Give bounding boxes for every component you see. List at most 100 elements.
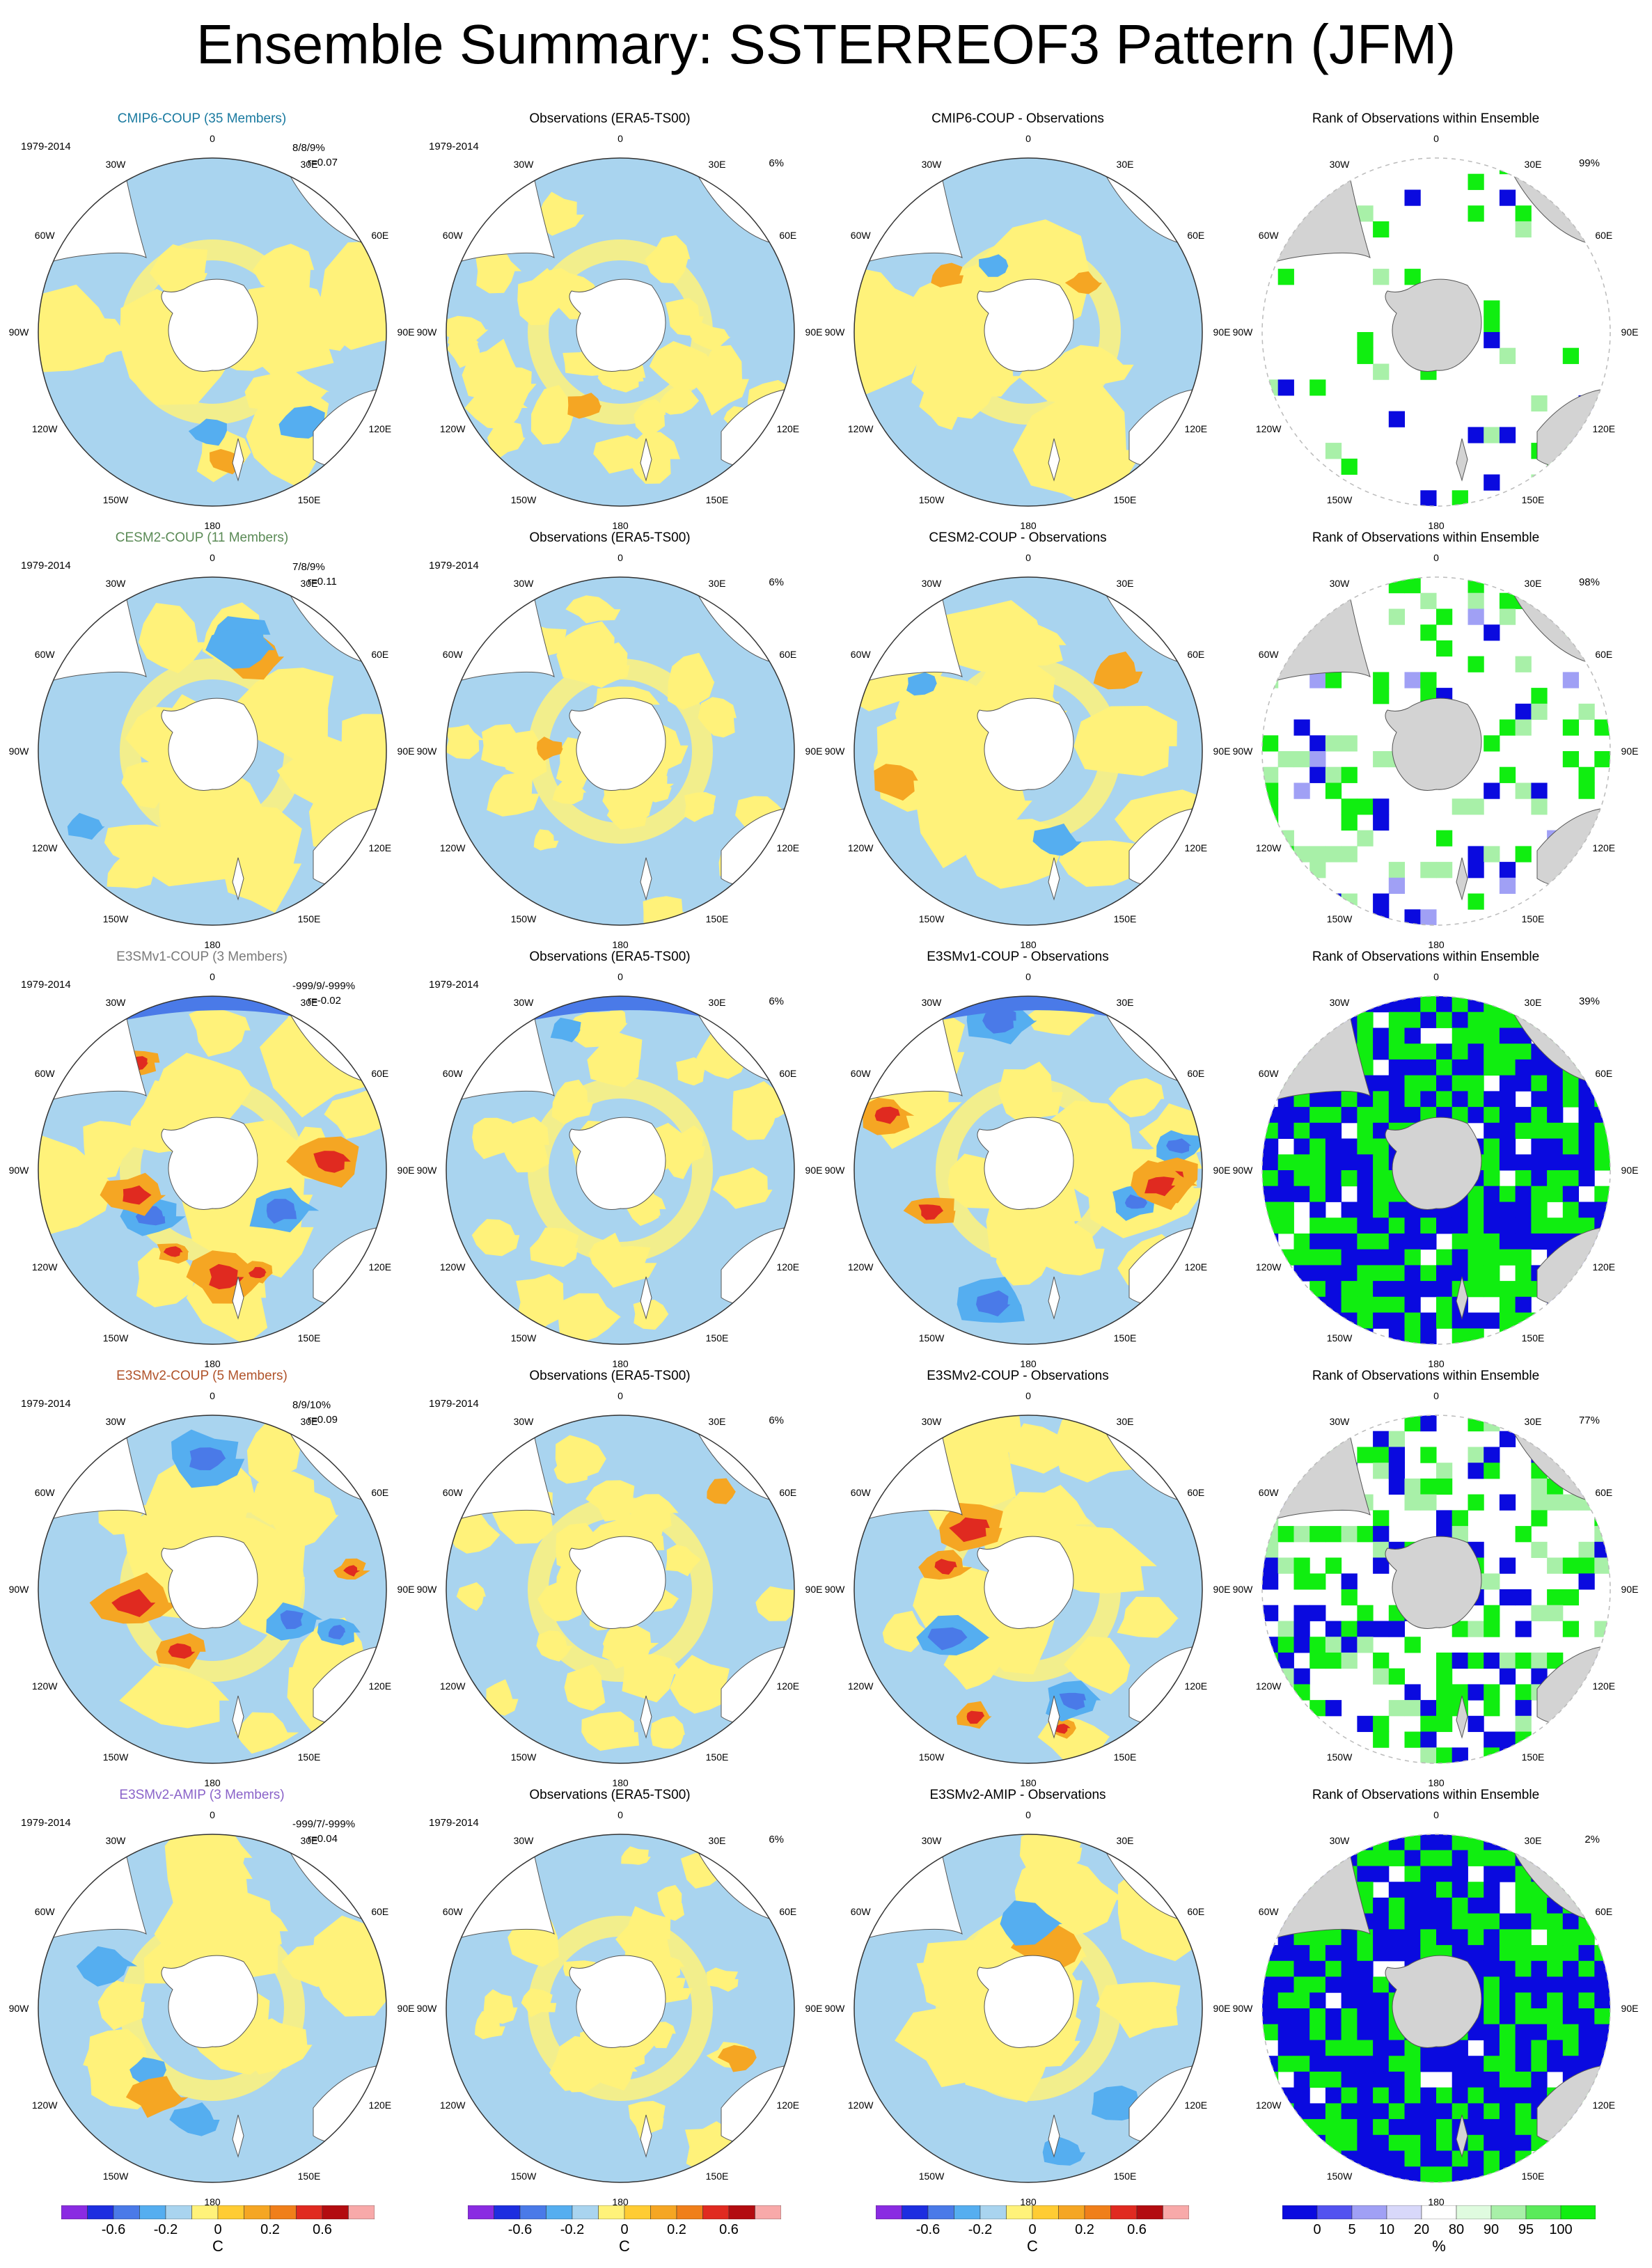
lon-label: 60W [34, 1487, 55, 1498]
new-zealand-land [640, 438, 652, 482]
rank-cell [1436, 1265, 1453, 1282]
rank-cell [1547, 1170, 1564, 1187]
anomaly-positive-blob [1108, 1078, 1165, 1118]
pattern-correlation: r=0.07 [308, 157, 338, 168]
rank-cell [1420, 1834, 1437, 1851]
ensemble-stats: -999/9/-999% r=-0.02 [292, 979, 355, 1008]
rank-cell [1468, 1494, 1484, 1511]
ensemble-stats: -999/7/-999% r=0.04 [292, 1817, 355, 1846]
lon-label: 0 [1433, 1390, 1439, 1401]
rank-cell [1515, 1945, 1532, 1962]
rank-cell [1309, 862, 1326, 879]
rank-cell [1262, 1122, 1279, 1140]
rank-cell [1373, 1154, 1390, 1171]
lon-label: 120E [1592, 423, 1616, 434]
rank-cell [1531, 1510, 1548, 1527]
lon-label: 30W [105, 997, 126, 1009]
rank-cell [1515, 1044, 1532, 1060]
map-field [38, 577, 386, 925]
antarctica-land [977, 1955, 1074, 2048]
rank-cell [1262, 2008, 1279, 2025]
colorbar-tick: 0.6 [313, 2222, 332, 2237]
rank-cell [1373, 1170, 1390, 1187]
colorbar-swatch [1058, 2205, 1085, 2219]
map-field [38, 1834, 386, 2182]
rank-cell [1341, 2056, 1358, 2072]
lon-label: 150E [705, 1751, 729, 1763]
lon-label: 60E [371, 1487, 389, 1498]
rank-cell [1293, 1447, 1310, 1463]
rank-cell [1420, 2103, 1437, 2120]
lon-label: 90E [1213, 746, 1231, 757]
rank-cell [1499, 2134, 1516, 2152]
anomaly-cold-spot [982, 1007, 1016, 1034]
rank-cell [1484, 1897, 1500, 1914]
rank-cell [1262, 1186, 1279, 1202]
rank-cell [1325, 1526, 1342, 1543]
anomaly-hot-spot [313, 1151, 351, 1173]
rank-cell [1468, 2024, 1484, 2040]
rank-cell [1484, 300, 1500, 317]
rank-cell [1309, 672, 1326, 688]
rank-cell [1484, 1312, 1500, 1329]
rank-cell [1468, 1621, 1484, 1637]
rank-cell [1388, 1621, 1406, 1637]
lon-label: 150W [918, 1751, 945, 1763]
lon-label: 150E [1113, 913, 1137, 924]
lon-label: 180 [612, 2196, 629, 2207]
obs-panel: Observations (ERA5-TS00) 1979-2014 6% 0 30E 6… [417, 111, 823, 531]
rank-cell [1309, 1960, 1326, 1978]
rank-cell [1293, 1668, 1310, 1685]
rank-cell [1357, 1882, 1374, 1898]
lon-label: 0 [617, 1390, 623, 1401]
rank-cell [1436, 2119, 1453, 2136]
rank-cell [1262, 1557, 1279, 1574]
rank-cell [1293, 2024, 1310, 2040]
rank-cell [1484, 2024, 1500, 2040]
rank-cell [1309, 1929, 1326, 1946]
map-boundary [446, 576, 795, 926]
rank-cell [1515, 1233, 1532, 1250]
rank-cell [1309, 1328, 1326, 1344]
rank-cell [1277, 1312, 1294, 1329]
lon-label: 0 [210, 971, 215, 982]
rank-cell [1484, 1044, 1500, 1060]
rank-cell [1357, 1945, 1374, 1962]
rank-cell [1357, 1122, 1374, 1140]
rank-cell [1373, 1296, 1390, 1314]
rank-cell [1341, 1621, 1358, 1637]
rank-cell [1325, 1011, 1342, 1028]
lon-label: 150E [705, 494, 729, 505]
rank-cell [1373, 2150, 1390, 2167]
rank-cell [1452, 1059, 1468, 1076]
rank-cell [1404, 1296, 1421, 1314]
lon-label: 150W [1326, 913, 1353, 924]
lon-label: 60E [1595, 1068, 1613, 1079]
lon-label: 30E [300, 578, 318, 590]
rank-cell [1468, 2134, 1484, 2152]
rank-cell [1436, 830, 1453, 846]
antarctica-land [161, 698, 258, 791]
rank-cell [1420, 672, 1437, 688]
rank-cell [1309, 2024, 1326, 2040]
rank-cell [1515, 1882, 1532, 1898]
rank-cell [1420, 2119, 1437, 2136]
rank-cell [1404, 1075, 1421, 1092]
rank-cell [1578, 1976, 1595, 1993]
rank-cell [1468, 2087, 1484, 2104]
rank-cell [1562, 1945, 1580, 1962]
rank-cell [1373, 2056, 1390, 2072]
rank-cell [1309, 2150, 1326, 2167]
rank-cell [1420, 1011, 1437, 1028]
rank-cell [1468, 996, 1484, 1013]
rank-cell [1420, 1044, 1437, 1060]
rank-cell [1484, 1882, 1500, 1898]
rank-cell [1484, 1218, 1500, 1234]
rank-cell [1309, 1218, 1326, 1234]
antarctica-land [161, 1955, 258, 2048]
colorbar-swatch [494, 2205, 521, 2219]
rank-cell [1531, 1668, 1548, 1685]
rank-cell [1262, 1510, 1279, 1527]
rank-cell [1547, 1312, 1564, 1329]
lon-label: 120E [1592, 842, 1616, 853]
